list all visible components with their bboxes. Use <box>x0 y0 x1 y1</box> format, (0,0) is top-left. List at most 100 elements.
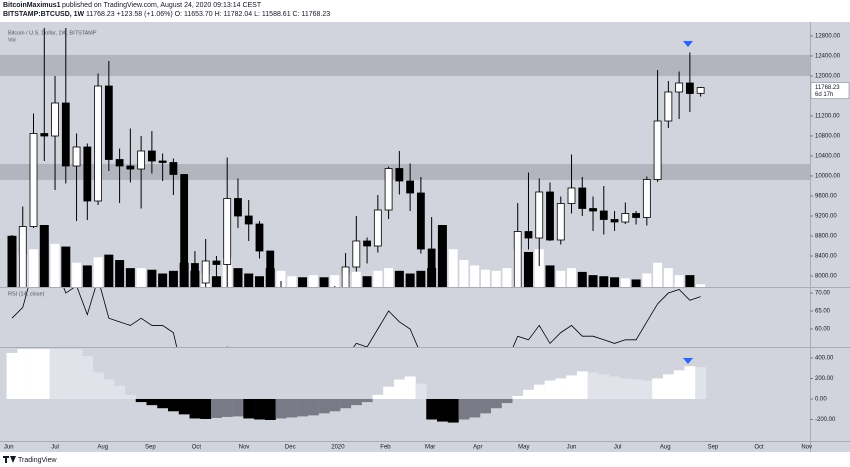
momentum-bar <box>383 386 395 399</box>
x-tick-label: Feb <box>380 445 391 451</box>
momentum-bar <box>71 349 83 399</box>
candle-body <box>632 213 640 218</box>
volume-bar <box>523 251 533 287</box>
candle-body <box>147 150 156 162</box>
momentum-bar <box>189 398 201 419</box>
volume-bar <box>459 260 469 287</box>
candle-body <box>589 208 597 212</box>
momentum-bar <box>221 398 233 417</box>
x-tick-label: Aug <box>660 445 671 451</box>
momentum-bar <box>404 376 416 399</box>
momentum-bar <box>178 398 190 415</box>
candle-body <box>40 133 49 137</box>
signal-arrow <box>683 41 693 47</box>
volume-bar <box>276 270 286 287</box>
volume-bar <box>298 277 308 287</box>
momentum-bar <box>609 376 621 399</box>
candle-body <box>395 168 404 182</box>
momentum-bar <box>243 398 255 419</box>
momentum-bar <box>211 398 223 418</box>
volume-bar <box>29 249 39 287</box>
volume-bar <box>211 276 221 287</box>
candle-body <box>29 133 38 227</box>
candle-body <box>266 250 275 287</box>
candle-body <box>169 162 178 175</box>
volume-bar <box>330 275 340 287</box>
momentum-bar <box>275 398 287 419</box>
candle-body <box>406 180 415 194</box>
candle-body <box>352 240 361 268</box>
candle-body <box>212 260 221 265</box>
candle-body <box>126 165 135 170</box>
y-tick-label: 10800.00 <box>815 134 841 140</box>
volume-bar <box>115 260 125 287</box>
volume-bar <box>373 270 383 287</box>
momentum-bar <box>480 398 492 414</box>
candle-body <box>438 274 447 287</box>
volume-bar <box>50 243 60 287</box>
rsi-line <box>11 288 701 347</box>
y-tick-label: 8000.00 <box>815 274 837 280</box>
momentum-bar <box>350 398 362 406</box>
signal-arrow <box>683 358 693 364</box>
candle-body <box>223 198 232 265</box>
candle-body <box>115 159 124 167</box>
momentum-bar <box>6 352 18 399</box>
momentum-bar <box>630 379 642 399</box>
x-tick-label: Nov <box>239 445 250 451</box>
momentum-bar <box>662 374 674 399</box>
momentum-bar <box>92 372 104 399</box>
volume-bar <box>491 270 501 287</box>
y-tick-label: -200.00 <box>815 417 836 423</box>
momentum-bar <box>469 398 481 418</box>
momentum-bar <box>264 398 276 420</box>
momentum-bar <box>426 398 438 420</box>
y-tick-label: 65.00 <box>815 309 831 315</box>
y-tick-label: 400.00 <box>815 356 834 362</box>
volume-bar <box>685 275 695 287</box>
volume-bar <box>534 249 544 287</box>
momentum-bar <box>533 384 545 399</box>
zone <box>0 55 810 76</box>
y-tick-label: 8800.00 <box>815 234 837 240</box>
momentum-bar <box>103 379 115 399</box>
momentum-bar <box>286 398 298 418</box>
candle-body <box>578 187 587 209</box>
y-tick-label: 9600.00 <box>815 194 837 200</box>
volume-bar <box>384 268 394 287</box>
y-tick-label: 12400.00 <box>815 54 841 60</box>
candle-body <box>255 223 264 252</box>
volume-bar <box>631 279 641 287</box>
volume-bar <box>556 270 566 287</box>
candle-body <box>191 263 199 284</box>
volume-legend: Vol <box>8 37 16 43</box>
momentum-bar <box>307 398 319 416</box>
candle-body <box>180 174 189 264</box>
candle-body <box>513 231 522 287</box>
y-tick-label: 0.00 <box>815 397 827 403</box>
candle-body <box>535 191 544 239</box>
momentum-bar <box>652 378 664 399</box>
momentum-bar <box>81 355 93 399</box>
candle-body <box>94 85 102 202</box>
author: BitcoinMaximus1 <box>3 2 61 9</box>
momentum-bar <box>135 398 147 403</box>
volume-bar <box>82 265 92 287</box>
candle-body <box>599 210 608 220</box>
momentum-bar <box>254 398 266 420</box>
x-tick-label: Jun <box>567 445 577 451</box>
candle-body <box>244 215 253 225</box>
volume-bar <box>696 284 706 287</box>
momentum-bar <box>544 380 556 399</box>
volume-bar <box>653 262 663 287</box>
x-tick-label: Mar <box>425 445 435 451</box>
momentum-bar <box>587 372 599 399</box>
published: published on TradingView.com, August 24,… <box>62 2 262 9</box>
momentum-bar <box>458 398 470 420</box>
symbol: BITSTAMP:BTCUSD, 1W <box>3 11 85 18</box>
candle-body <box>158 160 167 163</box>
volume-bar <box>567 268 577 287</box>
volume-bar <box>470 265 480 287</box>
quote: 11768.23 +123.58 (+1.06%) O: 11653.70 H:… <box>86 11 330 18</box>
volume-bar <box>125 268 135 287</box>
